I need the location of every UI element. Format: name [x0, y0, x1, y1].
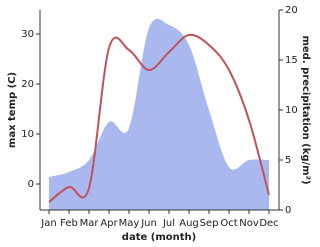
- x-tick-label: Dec: [259, 218, 278, 229]
- x-tick-label: Nov: [239, 218, 259, 229]
- y-axis-label: max temp (C): [7, 72, 18, 148]
- y-tick-label: 10: [21, 129, 34, 140]
- x-tick-label: Apr: [100, 218, 118, 229]
- y-tick-label: 0: [28, 179, 34, 190]
- temp-line: [48, 33, 270, 203]
- x-tick-label: Sep: [200, 218, 219, 229]
- y-tick-label: 20: [21, 79, 34, 90]
- y2-tick-label: 20: [285, 5, 298, 16]
- x-tick-label: Jan: [40, 218, 56, 229]
- x-tick-label: Jun: [140, 218, 157, 229]
- x-tick-label: May: [119, 218, 140, 229]
- x-axis-label: date (month): [122, 232, 196, 243]
- x-tick-label: Feb: [60, 218, 78, 229]
- y2-tick-label: 15: [285, 55, 298, 66]
- y2-axis-label: med. precipitation (kg/m²): [300, 35, 311, 184]
- x-tick-label: Mar: [80, 218, 100, 229]
- y2-tick-label: 10: [285, 105, 298, 116]
- x-tick-label: Aug: [179, 218, 199, 229]
- y2-tick-label: 5: [285, 155, 291, 166]
- x-tick-label: Oct: [220, 218, 237, 229]
- precip-area: [49, 18, 269, 210]
- y-tick-label: 30: [21, 29, 34, 40]
- y2-tick-label: 0: [285, 205, 291, 216]
- x-tick-label: Jul: [162, 218, 175, 229]
